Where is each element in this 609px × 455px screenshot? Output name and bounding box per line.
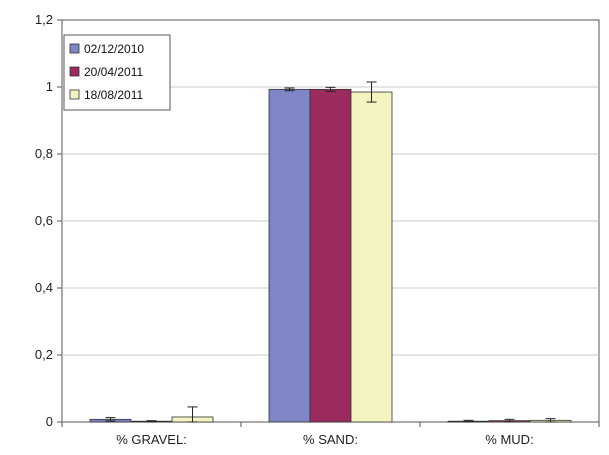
x-tick-label: % SAND: (303, 432, 358, 447)
legend-label: 18/08/2011 (84, 88, 143, 102)
legend-box (63, 34, 171, 111)
y-tick-label: 0,4 (35, 280, 53, 295)
x-tick-label: % GRAVEL: (116, 432, 187, 447)
bar (268, 88, 311, 423)
legend-label: 20/04/2011 (84, 65, 143, 79)
y-tick-label: 0,6 (35, 213, 53, 228)
y-tick-label: 1,2 (35, 12, 53, 27)
legend: 02/12/2010 20/04/2011 18/08/2011 (63, 34, 171, 111)
x-tick-label: % MUD: (485, 432, 533, 447)
legend-swatch (69, 66, 80, 77)
y-tick-label: 0,8 (35, 146, 53, 161)
bar (309, 88, 352, 423)
y-tick-label: 0 (46, 414, 53, 429)
y-tick-label: 0,2 (35, 347, 53, 362)
y-tick-label: 1 (46, 79, 53, 94)
legend-swatch (69, 89, 80, 100)
bar (350, 91, 393, 423)
legend-swatch (69, 43, 80, 54)
legend-label: 02/12/2010 (84, 42, 144, 56)
x-axis: % GRAVEL: % SAND: % MUD: (61, 422, 600, 447)
y-axis: 0 0,2 0,4 0,6 0,8 1 1,2 (35, 12, 62, 429)
bars (89, 81, 572, 423)
